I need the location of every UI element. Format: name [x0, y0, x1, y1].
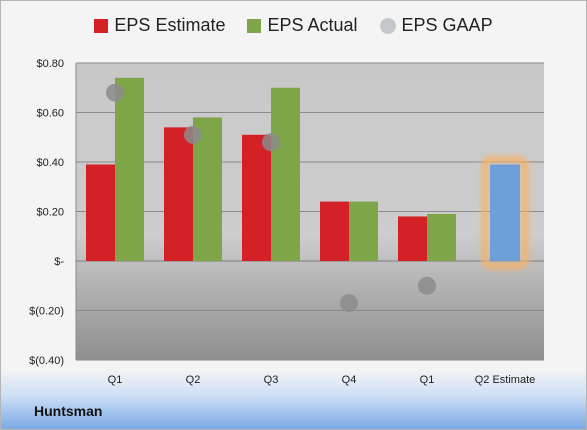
y-axis-labels: $0.80 $0.60 $0.40 $0.20 $- $(0.20) $(0.40) — [29, 58, 64, 367]
point-gaap-1 — [184, 125, 202, 144]
gridlines — [75, 62, 544, 361]
bar-estimate-0 — [86, 164, 115, 261]
bar-actual-3 — [349, 201, 378, 261]
legend-swatch-actual — [247, 18, 262, 33]
point-gaap-3 — [340, 294, 358, 313]
bar-actual-0 — [115, 77, 144, 261]
y-tick-label-1: $0.60 — [36, 108, 64, 120]
x-tick-label-5: Q2 Estimate — [475, 374, 536, 386]
y-tick-label-3: $0.20 — [36, 207, 64, 219]
legend-eps-actual: EPS Actual — [247, 15, 358, 36]
bar-estimate-1 — [164, 127, 193, 261]
y-tick-label-4: $- — [54, 256, 64, 268]
chart-legend: EPS Estimate EPS Actual EPS GAAP — [1, 15, 586, 36]
bar-estimate-2 — [242, 134, 271, 261]
bar-estimate-4 — [398, 216, 427, 261]
legend-label-gaap: EPS GAAP — [401, 15, 493, 35]
bar-actual-2 — [271, 87, 300, 261]
x-tick-label-1: Q2 — [186, 374, 201, 386]
x-axis-labels: Q1 Q2 Q3 Q4 Q1 Q2 Estimate — [108, 374, 536, 386]
company-name: Huntsman — [34, 403, 103, 419]
point-gaap-4 — [418, 276, 436, 295]
legend-label-estimate: EPS Estimate — [114, 15, 226, 35]
legend-swatch-estimate — [94, 18, 109, 33]
y-tick-label-0: $0.80 — [36, 58, 64, 70]
estimate-glow — [482, 156, 528, 270]
gaap-points — [106, 83, 436, 313]
point-gaap-2 — [262, 133, 280, 152]
y-tick-label-6: $(0.40) — [29, 355, 64, 367]
legend-eps-gaap: EPS GAAP — [379, 15, 493, 36]
bar-estimate-3 — [320, 201, 349, 261]
legend-label-actual: EPS Actual — [267, 15, 358, 35]
y-tick-label-5: $(0.20) — [29, 306, 64, 318]
point-gaap-0 — [106, 83, 124, 102]
y-tick-label-2: $0.40 — [36, 157, 64, 169]
bar-q2-estimate — [490, 164, 520, 261]
legend-swatch-gaap — [379, 17, 396, 34]
x-tick-label-3: Q4 — [342, 374, 357, 386]
x-tick-label-0: Q1 — [108, 374, 123, 386]
x-tick-label-4: Q1 — [420, 374, 435, 386]
x-tick-label-2: Q3 — [264, 374, 279, 386]
bar-actual-4 — [427, 213, 456, 261]
legend-eps-estimate: EPS Estimate — [94, 15, 225, 36]
